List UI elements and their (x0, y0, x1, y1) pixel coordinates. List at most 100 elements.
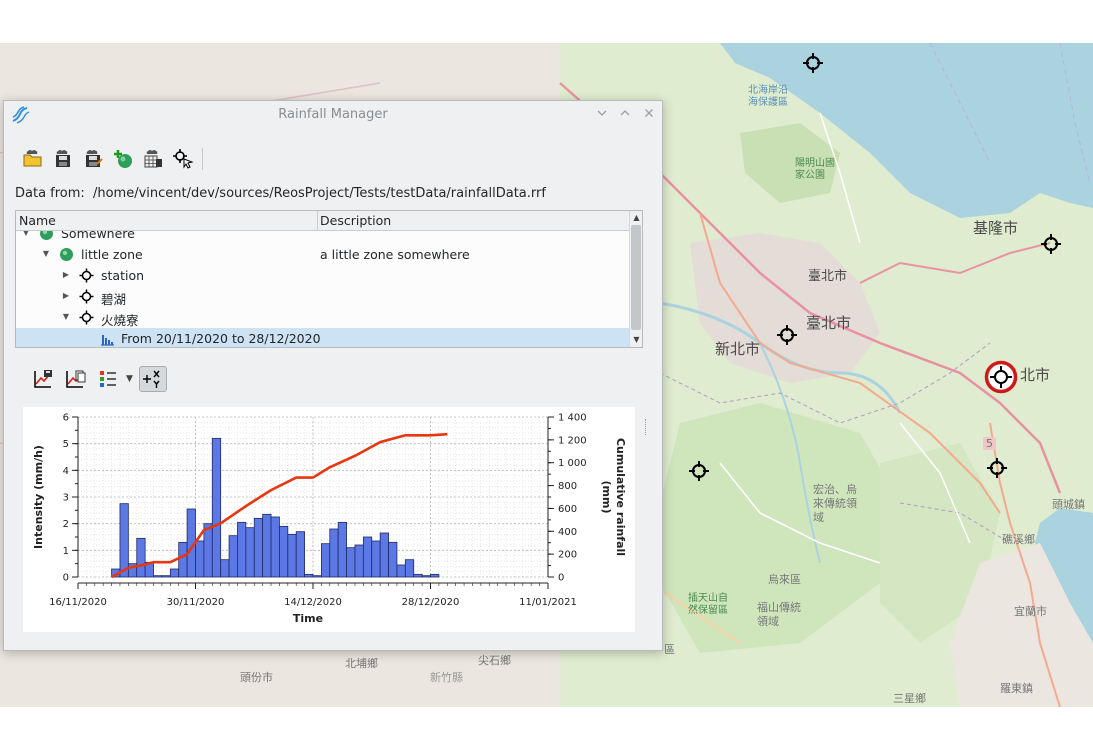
map-label-yilan: 宜蘭市 (1014, 605, 1047, 618)
tree-item-label: 碧湖 (101, 292, 127, 307)
minimize-button[interactable] (593, 106, 611, 124)
y2-axis-title-line: (mm) (600, 481, 613, 514)
map-label-fushan: 福山傳統 領域 (757, 601, 801, 628)
intensity-bar (169, 568, 180, 578)
close-button[interactable] (640, 106, 658, 124)
splitter-handle[interactable] (645, 419, 648, 435)
tree-scrollbar[interactable]: ▲ ▼ (629, 211, 642, 347)
map-label-hsinchu: 新竹縣 (430, 671, 463, 684)
column-divider[interactable] (317, 211, 318, 231)
expand-arrow-icon[interactable]: ▶ (62, 291, 70, 300)
column-header-description[interactable]: Description (320, 213, 392, 228)
y2-tick-label: 600 (558, 504, 577, 515)
station-marker[interactable] (688, 460, 710, 482)
add-zone-icon (114, 150, 132, 168)
station-marker[interactable] (776, 324, 798, 346)
map-label-new-taipei-2: 北市 (1020, 366, 1051, 384)
save-as-icon (86, 150, 103, 167)
tree-row-little-zone[interactable]: ▼ little zone a little zone somewhere (16, 244, 630, 265)
tree-item-label: 火燒寮 (101, 313, 139, 328)
chart-toolbar: ▼ (30, 365, 167, 393)
copy-chart-button[interactable] (62, 366, 88, 392)
map-label-wulai: 烏來區 (768, 573, 801, 586)
crosshair-icon (777, 325, 797, 345)
save-button[interactable] (50, 146, 76, 172)
tree-row-huoshaoliao[interactable]: ▼ 火燒寮 (16, 307, 630, 328)
intensity-bar (237, 521, 247, 578)
tree-row-rainfall-series[interactable]: From 20/11/2020 to 28/12/2020 (16, 328, 630, 347)
y2-axis-title: Cumulative rainfall(mm) (600, 438, 627, 556)
column-header-name[interactable]: Name (19, 213, 56, 228)
scrollbar-thumb[interactable] (631, 225, 641, 330)
intensity-bar (371, 540, 381, 578)
tree-row-somewhere[interactable]: ▼ Somewhere (16, 231, 630, 244)
y2-tick-label: 400 (558, 527, 577, 538)
intensity-bar (211, 437, 222, 578)
scroll-up-icon[interactable]: ▲ (633, 213, 640, 222)
intensity-bar (136, 537, 146, 578)
intensity-bar (220, 559, 230, 578)
add-zone-button[interactable] (110, 146, 136, 172)
data-from-label: Data from: (15, 186, 85, 201)
map-label-chatianshan: 插天山自 然保留區 (688, 593, 728, 616)
zone-tree-view[interactable]: Name Description ▼ Somewhere ▼ little zo… (15, 210, 643, 348)
intensity-bar (178, 541, 188, 578)
y-tick-label: 4 (63, 466, 69, 477)
export-chart-button[interactable] (30, 366, 56, 392)
intensity-bar (287, 533, 297, 578)
legend-button[interactable] (94, 366, 124, 392)
intensity-bar (430, 573, 440, 578)
intensity-bar (413, 573, 423, 578)
rainfall-chart[interactable]: 0 1 2 3 4 5 6 0 200 400 600 800 1 000 1 200 1 400 16/11… (23, 407, 635, 632)
map-label-toucheng: 頭城鎮 (1052, 498, 1085, 511)
map-label-yangmingshan: 陽明山國 家公園 (795, 158, 835, 181)
data-source: Data from: /home/vincent/dev/sources/Reo… (15, 186, 546, 201)
y-tick-label: 2 (63, 519, 69, 530)
y-tick-label: 5 (63, 439, 69, 450)
hyetograph-icon (101, 335, 114, 346)
select-on-map-button[interactable] (170, 146, 196, 172)
chart-svg: 0 1 2 3 4 5 6 0 200 400 600 800 1 000 1 200 1 400 16/11… (32, 413, 627, 626)
intensity-bar (404, 559, 415, 578)
expand-arrow-icon[interactable]: ▶ (62, 270, 70, 279)
import-station-button[interactable] (140, 146, 166, 172)
tree-row-bihu[interactable]: ▶ 碧湖 (16, 286, 630, 307)
title-bar[interactable]: Rainfall Manager (4, 101, 662, 129)
intensity-bar (396, 564, 406, 578)
zone-globe-icon (40, 231, 53, 240)
intensity-bar (320, 543, 331, 578)
map-label-beipu: 北埔鄉 (345, 657, 378, 670)
collapse-arrow-icon[interactable]: ▼ (22, 231, 30, 237)
collapse-arrow-icon[interactable]: ▼ (62, 312, 70, 321)
intensity-bar (354, 544, 364, 578)
open-file-button[interactable] (20, 146, 46, 172)
maximize-button[interactable] (616, 106, 634, 124)
collapse-arrow-icon[interactable]: ▼ (42, 249, 50, 258)
station-crosshair-icon (79, 268, 94, 283)
select-on-map-icon (173, 149, 194, 169)
intensity-bars (111, 437, 440, 578)
app-logo-icon (12, 106, 30, 124)
cumulative-line (110, 432, 448, 579)
cumulative-rainfall-line (110, 432, 448, 579)
station-marker[interactable] (802, 52, 824, 74)
selected-station-marker[interactable] (984, 360, 1018, 394)
legend-dropdown-arrow-icon[interactable]: ▼ (126, 374, 133, 384)
y2-tick-label: 1 000 (558, 458, 587, 469)
scroll-down-icon[interactable]: ▼ (633, 335, 640, 344)
station-marker[interactable] (986, 457, 1008, 479)
intensity-bar (295, 531, 306, 578)
intensity-bar (379, 532, 389, 578)
tree-body: ▼ Somewhere ▼ little zone a little zone … (16, 231, 630, 347)
cursor-coordinates-button[interactable] (138, 366, 167, 392)
intensity-bar (279, 525, 289, 578)
tree-row-station[interactable]: ▶ station (16, 265, 630, 286)
station-marker[interactable] (1040, 233, 1062, 255)
save-as-button[interactable] (80, 146, 106, 172)
export-chart-icon (34, 370, 52, 388)
map-label-taipei-2: 臺北市 (806, 314, 852, 332)
window-title: Rainfall Manager (278, 107, 388, 122)
main-toolbar (20, 146, 203, 172)
close-icon (645, 109, 653, 117)
intensity-bar (421, 575, 431, 578)
